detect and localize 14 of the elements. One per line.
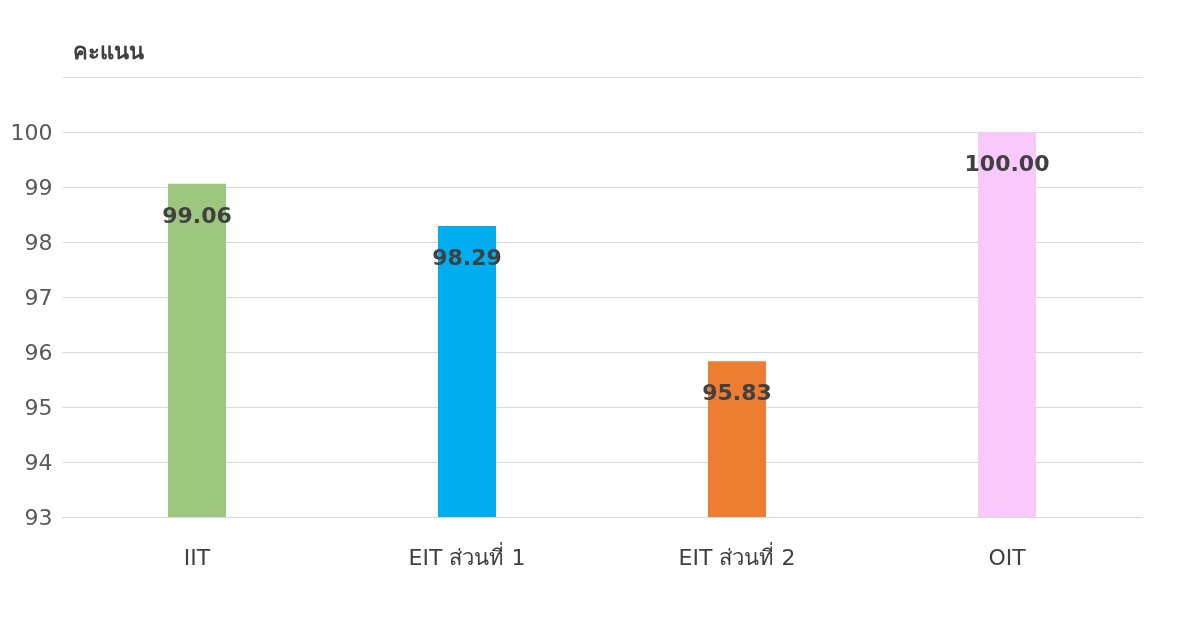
y-tick-label: 96 (24, 339, 53, 365)
data-label: 100.00 (964, 151, 1050, 176)
y-tick-label: 93 (24, 504, 53, 530)
y-tick-label: 94 (24, 449, 53, 475)
y-tick-label: 97 (24, 284, 53, 310)
y-tick-label: 98 (24, 229, 53, 255)
x-tick-label: OIT (988, 544, 1027, 570)
y-axis-title: คะแนน (72, 38, 144, 64)
x-tick-label: IIT (183, 544, 211, 570)
y-tick-label: 95 (24, 394, 53, 420)
y-tick-label: 100 (10, 119, 53, 145)
x-tick-label: EIT ส่วนที่ 2 (678, 541, 796, 570)
y-tick-label: 99 (24, 174, 53, 200)
x-tick-label: EIT ส่วนที่ 1 (408, 541, 526, 570)
